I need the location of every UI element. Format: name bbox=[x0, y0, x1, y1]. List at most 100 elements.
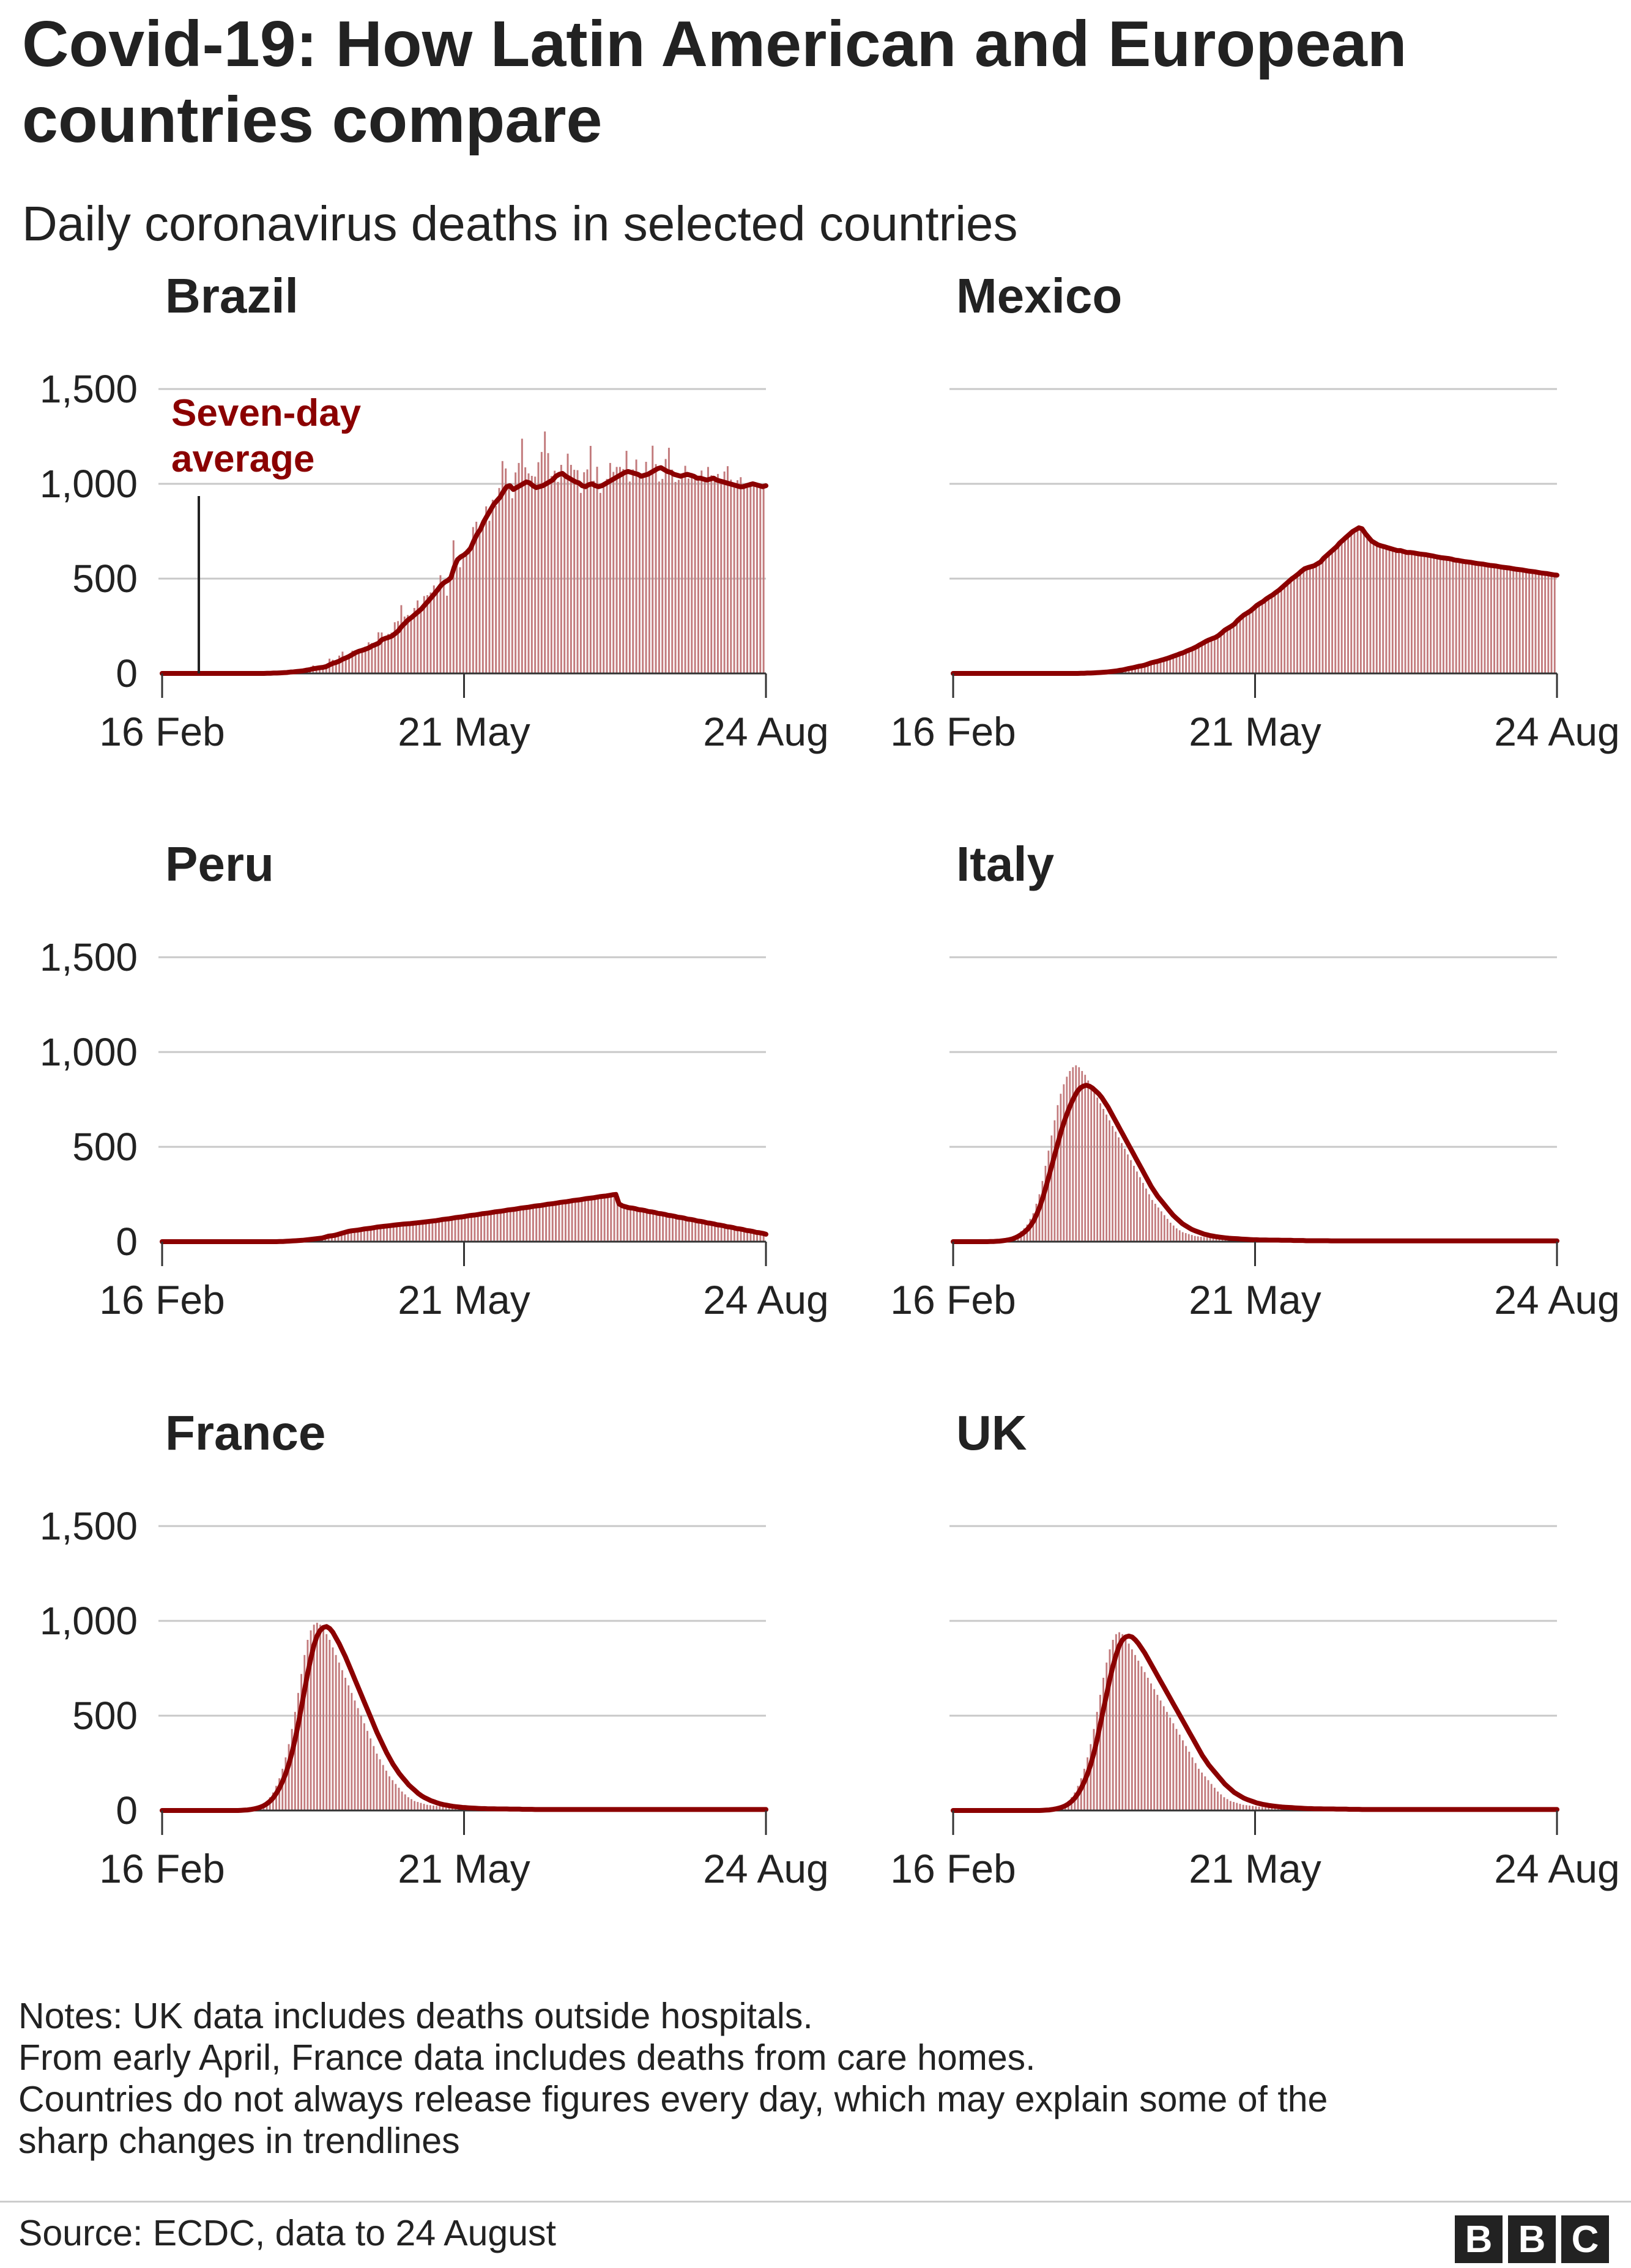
bar-mexico-117 bbox=[1324, 555, 1327, 673]
bar-peru-81 bbox=[425, 1221, 427, 1242]
bar-uk-80 bbox=[1207, 1780, 1209, 1810]
bar-peru-116 bbox=[538, 1205, 541, 1242]
bar-peru-110 bbox=[519, 1207, 521, 1242]
bar-brazil-162 bbox=[691, 473, 693, 673]
bar-peru-58 bbox=[350, 1231, 352, 1242]
bar-uk-90 bbox=[1239, 1804, 1241, 1810]
bar-peru-175 bbox=[730, 1227, 732, 1242]
bar-italy-46 bbox=[1093, 1092, 1096, 1242]
bar-brazil-96 bbox=[475, 522, 478, 673]
bar-italy-72 bbox=[1172, 1225, 1175, 1242]
bar-italy-26 bbox=[1032, 1213, 1035, 1242]
bar-uk-50 bbox=[1112, 1640, 1114, 1810]
bar-uk-89 bbox=[1236, 1803, 1238, 1810]
bar-peru-54 bbox=[337, 1234, 340, 1242]
bar-mexico-186 bbox=[1544, 573, 1547, 673]
chart-title-italy: Italy bbox=[956, 837, 1055, 891]
bar-mexico-82 bbox=[1213, 637, 1216, 673]
bar-brazil-77 bbox=[413, 608, 415, 673]
bar-mexico-79 bbox=[1204, 641, 1206, 673]
bar-brazil-153 bbox=[661, 478, 664, 673]
bar-brazil-97 bbox=[478, 532, 481, 673]
bar-mexico-115 bbox=[1318, 561, 1321, 673]
small-multiples-charts: Brazil 0 500 1,000 1,500 16 Feb 21 May 24 Aug Se… bbox=[40, 269, 1620, 1891]
bar-mexico-97 bbox=[1261, 601, 1263, 673]
y-tick-label-france-1500: 1,500 bbox=[40, 1504, 138, 1548]
note-line-2: From early April, France data includes d… bbox=[18, 2037, 1036, 2078]
bar-brazil-125 bbox=[570, 465, 572, 673]
bar-brazil-156 bbox=[671, 469, 674, 673]
bar-brazil-174 bbox=[730, 480, 732, 673]
bar-brazil-169 bbox=[713, 476, 716, 673]
bar-mexico-173 bbox=[1503, 567, 1505, 673]
bar-mexico-64 bbox=[1156, 661, 1159, 673]
x-tick-label-mexico-1: 21 May bbox=[1189, 709, 1321, 754]
bar-italy-75 bbox=[1181, 1232, 1184, 1242]
bar-uk-72 bbox=[1182, 1740, 1184, 1810]
bar-italy-65 bbox=[1151, 1199, 1153, 1242]
chart-title-mexico: Mexico bbox=[956, 269, 1122, 323]
bar-mexico-86 bbox=[1226, 628, 1228, 673]
bar-france-83 bbox=[423, 1804, 425, 1810]
bar-brazil-136 bbox=[606, 478, 608, 673]
bar-italy-42 bbox=[1081, 1071, 1083, 1242]
bar-uk-48 bbox=[1105, 1662, 1108, 1810]
bar-peru-109 bbox=[516, 1208, 518, 1242]
bar-peru-75 bbox=[405, 1223, 407, 1242]
bar-brazil-103 bbox=[498, 487, 500, 673]
bar-mexico-175 bbox=[1509, 568, 1511, 673]
average-line-italy bbox=[951, 1083, 1559, 1244]
bar-peru-135 bbox=[600, 1196, 603, 1242]
bar-brazil-78 bbox=[417, 600, 419, 673]
chart-peru: Peru 0 500 1,000 1,500 16 Feb 21 May 24 Aug bbox=[40, 837, 829, 1322]
bar-brazil-184 bbox=[762, 483, 765, 673]
bar-uk-85 bbox=[1223, 1797, 1225, 1810]
bar-mexico-78 bbox=[1201, 643, 1203, 673]
bar-france-57 bbox=[341, 1670, 343, 1810]
bar-brazil-139 bbox=[615, 467, 618, 673]
bar-peru-124 bbox=[565, 1201, 567, 1242]
bar-france-52 bbox=[325, 1634, 328, 1810]
bar-mexico-68 bbox=[1169, 657, 1172, 673]
bar-brazil-92 bbox=[462, 557, 464, 673]
bar-brazil-147 bbox=[642, 476, 644, 673]
bar-peru-104 bbox=[499, 1210, 502, 1242]
bar-peru-123 bbox=[561, 1201, 563, 1242]
bar-mexico-73 bbox=[1185, 651, 1187, 673]
bar-mexico-109 bbox=[1299, 571, 1302, 673]
bar-italy-35 bbox=[1060, 1094, 1062, 1242]
bar-peru-128 bbox=[578, 1199, 580, 1242]
bar-italy-82 bbox=[1203, 1237, 1205, 1242]
bar-peru-78 bbox=[415, 1223, 417, 1242]
bar-france-92 bbox=[451, 1807, 453, 1810]
bar-peru-185 bbox=[762, 1234, 765, 1242]
bar-mexico-172 bbox=[1499, 566, 1502, 673]
bar-italy-28 bbox=[1038, 1194, 1041, 1242]
bar-mexico-112 bbox=[1309, 566, 1311, 673]
bar-brazil-114 bbox=[534, 476, 537, 673]
bar-brazil-110 bbox=[521, 439, 523, 673]
bar-peru-143 bbox=[626, 1207, 628, 1242]
bar-italy-59 bbox=[1133, 1166, 1135, 1242]
bar-italy-76 bbox=[1184, 1233, 1187, 1242]
bar-uk-101 bbox=[1274, 1807, 1276, 1810]
bar-uk-59 bbox=[1140, 1666, 1143, 1810]
bar-brazil-57 bbox=[348, 654, 351, 673]
x-tick-label-italy-1: 21 May bbox=[1189, 1277, 1321, 1322]
bar-brazil-84 bbox=[436, 588, 439, 673]
bar-mexico-159 bbox=[1458, 560, 1460, 673]
bar-italy-52 bbox=[1112, 1125, 1113, 1242]
bar-france-42 bbox=[294, 1711, 296, 1810]
bar-mexico-174 bbox=[1506, 568, 1508, 673]
note-line-3: Countries do not always release figures … bbox=[18, 2079, 1328, 2119]
bar-uk-66 bbox=[1162, 1706, 1165, 1810]
bar-brazil-66 bbox=[377, 632, 380, 673]
x-tick-label-peru-2: 24 Aug bbox=[703, 1277, 829, 1322]
bar-brazil-85 bbox=[439, 575, 442, 673]
bar-peru-63 bbox=[366, 1228, 369, 1242]
bar-peru-107 bbox=[509, 1209, 511, 1242]
bar-brazil-60 bbox=[358, 650, 360, 673]
bar-mexico-99 bbox=[1268, 596, 1270, 673]
chart-france: France 0 500 1,000 1,500 16 Feb 21 May 24 Aug bbox=[40, 1406, 829, 1891]
bar-uk-42 bbox=[1087, 1757, 1089, 1810]
